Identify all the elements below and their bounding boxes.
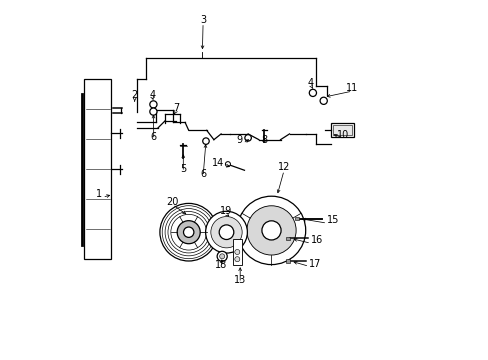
Text: 2: 2: [131, 90, 138, 100]
Text: 9: 9: [236, 135, 242, 145]
Circle shape: [205, 211, 247, 253]
Circle shape: [210, 217, 242, 248]
Circle shape: [219, 225, 233, 239]
Text: 7: 7: [173, 103, 179, 113]
Circle shape: [203, 138, 209, 144]
Text: 4: 4: [307, 78, 313, 88]
Text: 6: 6: [150, 132, 157, 142]
Bar: [332, 125, 352, 135]
Circle shape: [225, 162, 230, 167]
Circle shape: [217, 251, 227, 261]
Circle shape: [234, 257, 239, 262]
Circle shape: [183, 227, 193, 237]
Text: 18: 18: [215, 260, 227, 270]
Text: 8: 8: [261, 135, 267, 145]
Text: 10: 10: [337, 130, 349, 140]
Circle shape: [320, 97, 326, 104]
Circle shape: [262, 221, 281, 240]
Text: 11: 11: [346, 83, 358, 93]
Bar: [285, 237, 289, 240]
Text: 15: 15: [326, 215, 339, 225]
Text: 1: 1: [96, 189, 102, 199]
Text: 5: 5: [180, 164, 186, 174]
Text: 12: 12: [277, 162, 290, 172]
Bar: [84, 79, 111, 259]
Text: 3: 3: [200, 15, 206, 25]
Circle shape: [160, 203, 217, 261]
Text: 6: 6: [200, 168, 206, 179]
Circle shape: [244, 135, 251, 141]
Bar: [285, 259, 289, 263]
Circle shape: [309, 89, 316, 96]
Bar: [232, 239, 242, 265]
Text: 16: 16: [310, 235, 323, 246]
Text: 19: 19: [219, 206, 231, 216]
Circle shape: [149, 108, 157, 115]
Bar: [330, 123, 354, 137]
Text: 13: 13: [234, 275, 246, 285]
Circle shape: [219, 254, 224, 259]
Circle shape: [237, 196, 305, 265]
Circle shape: [234, 249, 239, 255]
Text: 20: 20: [166, 197, 178, 207]
Text: 4: 4: [149, 90, 156, 100]
Circle shape: [177, 221, 200, 244]
Circle shape: [246, 206, 296, 255]
Text: 14: 14: [212, 158, 224, 168]
Text: 17: 17: [309, 258, 321, 269]
Bar: [294, 217, 299, 220]
Circle shape: [149, 101, 157, 108]
